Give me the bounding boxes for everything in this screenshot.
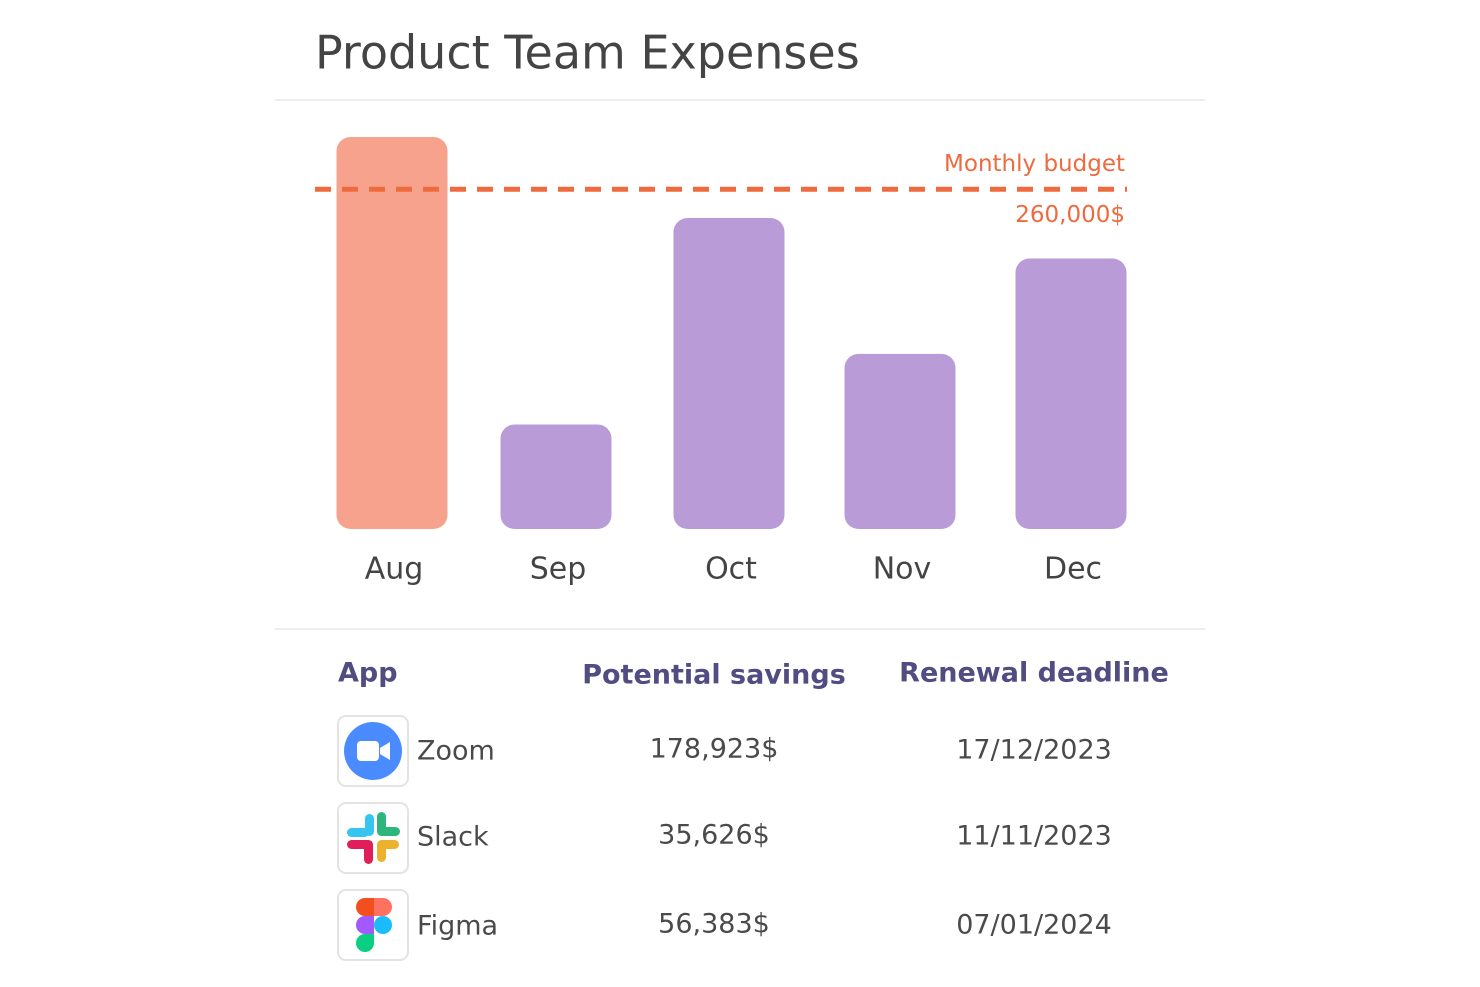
column-header: Potential savings bbox=[582, 660, 846, 691]
savings-cell: 35,626$ bbox=[658, 820, 770, 851]
bar bbox=[844, 353, 956, 529]
bar bbox=[673, 218, 785, 529]
figma-icon bbox=[337, 889, 409, 961]
column-header: App bbox=[338, 658, 398, 689]
card-title: Product Team Expenses bbox=[315, 26, 860, 80]
x-tick-label: Sep bbox=[530, 552, 587, 587]
deadline-cell: 07/01/2024 bbox=[956, 910, 1112, 941]
app-name: Slack bbox=[417, 822, 489, 853]
slack-icon bbox=[337, 802, 409, 874]
deadline-cell: 17/12/2023 bbox=[956, 735, 1112, 766]
column-header: Renewal deadline bbox=[899, 658, 1169, 689]
savings-cell: 178,923$ bbox=[650, 734, 779, 765]
app-name: Zoom bbox=[417, 736, 495, 767]
bar bbox=[500, 424, 612, 529]
app-name: Figma bbox=[417, 911, 498, 942]
savings-cell: 56,383$ bbox=[658, 909, 770, 940]
x-tick-label: Dec bbox=[1044, 552, 1102, 587]
x-tick-label: Oct bbox=[705, 552, 757, 587]
x-tick-label: Nov bbox=[873, 552, 932, 587]
zoom-icon bbox=[337, 715, 409, 787]
deadline-cell: 11/11/2023 bbox=[956, 821, 1112, 852]
budget-value: 260,000$ bbox=[1015, 202, 1125, 228]
bar bbox=[1015, 258, 1127, 529]
bar bbox=[336, 137, 448, 529]
budget-label: Monthly budget bbox=[944, 151, 1125, 177]
x-tick-label: Aug bbox=[365, 552, 424, 587]
